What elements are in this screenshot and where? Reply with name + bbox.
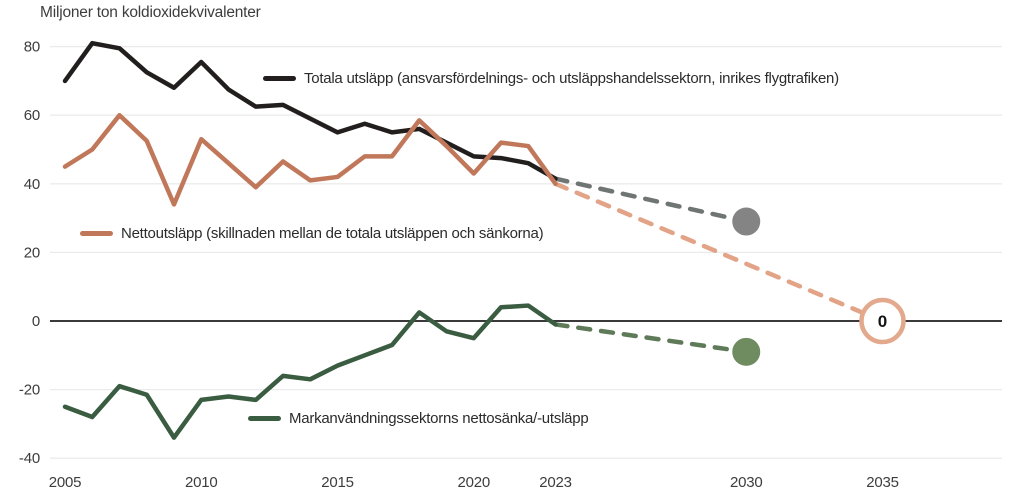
x-tick-label: 2030: [730, 474, 763, 491]
x-tick-label: 2023: [539, 474, 572, 491]
legend-nettoutslapp: Nettoutsläpp (skillnaden mellan de total…: [80, 225, 544, 242]
nettoutslapp-line-swatch: [80, 231, 113, 236]
x-tick-label: 2005: [49, 474, 82, 491]
y-tick-label: 20: [24, 244, 40, 261]
y-tick-label: -40: [19, 450, 40, 467]
legend-markanvandning-label: Markanvändningssektorns nettosänka/-utsl…: [289, 410, 589, 427]
legend-totala-utslapp-label: Totala utsläpp (ansvarsfördelnings- och …: [304, 70, 839, 87]
y-tick-label: 40: [24, 176, 40, 193]
legend-totala-utslapp: Totala utsläpp (ansvarsfördelnings- och …: [263, 70, 839, 87]
y-tick-label: 0: [32, 313, 40, 330]
y-tick-label: -20: [19, 382, 40, 399]
netto-noll-2035-label: 0: [878, 312, 887, 331]
y-tick-label: 80: [24, 39, 40, 56]
markanvandning-2030-dot: [732, 337, 761, 366]
x-tick-label: 2035: [866, 474, 899, 491]
totala-2030-dot: [732, 207, 761, 236]
series-line-nettoutslapp-prognos: [553, 181, 885, 324]
series-line-markanvandning-prognos: [553, 322, 749, 355]
netto-noll-2035-circle: [859, 297, 906, 345]
chart-title: Miljoner ton koldioxidekvivalenter: [40, 4, 261, 21]
series-line-nettoutslapp: [62, 112, 558, 207]
legend-markanvandning: Markanvändningssektorns nettosänka/-utsl…: [248, 410, 589, 427]
x-tick-label: 2010: [185, 474, 218, 491]
series-line-totala-utslapp: [62, 40, 558, 181]
x-tick-label: 2020: [457, 474, 490, 491]
totala-utslapp-line-swatch: [263, 76, 296, 81]
legend-nettoutslapp-label: Nettoutsläpp (skillnaden mellan de total…: [121, 225, 544, 242]
x-tick-label: 2015: [321, 474, 354, 491]
y-tick-label: 60: [24, 107, 40, 124]
markanvandning-line-swatch: [248, 416, 281, 421]
series-line-totala-utslapp-prognos: [553, 176, 749, 224]
series-line-markanvandning: [62, 303, 558, 440]
